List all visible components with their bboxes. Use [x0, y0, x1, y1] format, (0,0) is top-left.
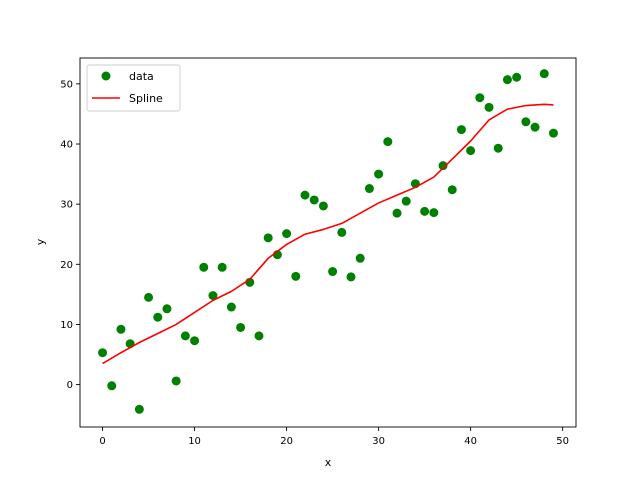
data-point: [502, 75, 512, 85]
data-point: [282, 229, 292, 239]
data-point: [236, 322, 246, 332]
data-point: [107, 381, 117, 391]
y-tick-label: 10: [60, 320, 73, 331]
data-point: [309, 195, 319, 205]
y-tick-label: 20: [60, 260, 73, 271]
data-point: [171, 376, 181, 386]
data-point: [374, 169, 384, 179]
data-point: [392, 208, 402, 218]
data-point: [199, 262, 209, 272]
data-point: [548, 128, 558, 138]
data-point: [420, 206, 430, 216]
data-point: [383, 137, 393, 147]
data-point: [300, 190, 310, 200]
y-axis-label: y: [34, 238, 47, 245]
data-point: [539, 69, 549, 79]
data-point: [447, 185, 457, 195]
legend-marker-data: [101, 71, 111, 81]
data-point: [337, 227, 347, 237]
y-tick-label: 0: [67, 380, 73, 391]
plot-area: [98, 69, 558, 414]
y-tick-label: 30: [60, 200, 73, 211]
data-point: [328, 267, 338, 277]
data-point: [355, 253, 365, 263]
data-point: [162, 304, 172, 314]
data-point: [153, 312, 163, 322]
data-point: [226, 302, 236, 312]
data-point: [512, 72, 522, 82]
data-point: [438, 161, 448, 171]
data-point: [346, 272, 356, 282]
y-tick-label: 40: [60, 140, 73, 151]
data-point: [208, 291, 218, 301]
legend: data Spline: [86, 64, 181, 112]
data-point: [429, 208, 439, 218]
x-tick-label: 40: [464, 436, 477, 447]
y-tick-label: 50: [60, 79, 73, 90]
data-point: [493, 143, 503, 153]
x-tick-label: 20: [280, 436, 293, 447]
data-point: [401, 196, 411, 206]
x-tick-label: 0: [99, 436, 105, 447]
data-point: [456, 125, 466, 135]
spline-line: [102, 103, 554, 365]
data-point: [318, 201, 328, 211]
data-point: [98, 348, 108, 358]
data-point: [116, 324, 126, 334]
x-axis-label: x: [325, 456, 332, 469]
data-point: [144, 292, 154, 302]
x-tick-label: 30: [372, 436, 385, 447]
data-point: [291, 271, 301, 281]
data-point: [484, 102, 494, 112]
x-tick-label: 50: [556, 436, 569, 447]
data-point: [466, 146, 476, 156]
data-point: [180, 331, 190, 341]
axes-frame: [79, 57, 577, 428]
data-point: [254, 331, 264, 341]
data-point: [263, 233, 273, 243]
data-point: [521, 117, 531, 127]
data-point: [530, 122, 540, 132]
data-point: [134, 404, 144, 414]
legend-label: Spline: [129, 92, 163, 105]
data-point: [364, 184, 374, 194]
legend-label: data: [129, 70, 154, 83]
axes: 0 10 20 30 40 50 0 10 20 30 40 50: [60, 57, 577, 447]
data-point: [217, 262, 227, 272]
x-tick-label: 10: [188, 436, 201, 447]
data-point: [475, 93, 485, 103]
data-point: [190, 336, 200, 346]
